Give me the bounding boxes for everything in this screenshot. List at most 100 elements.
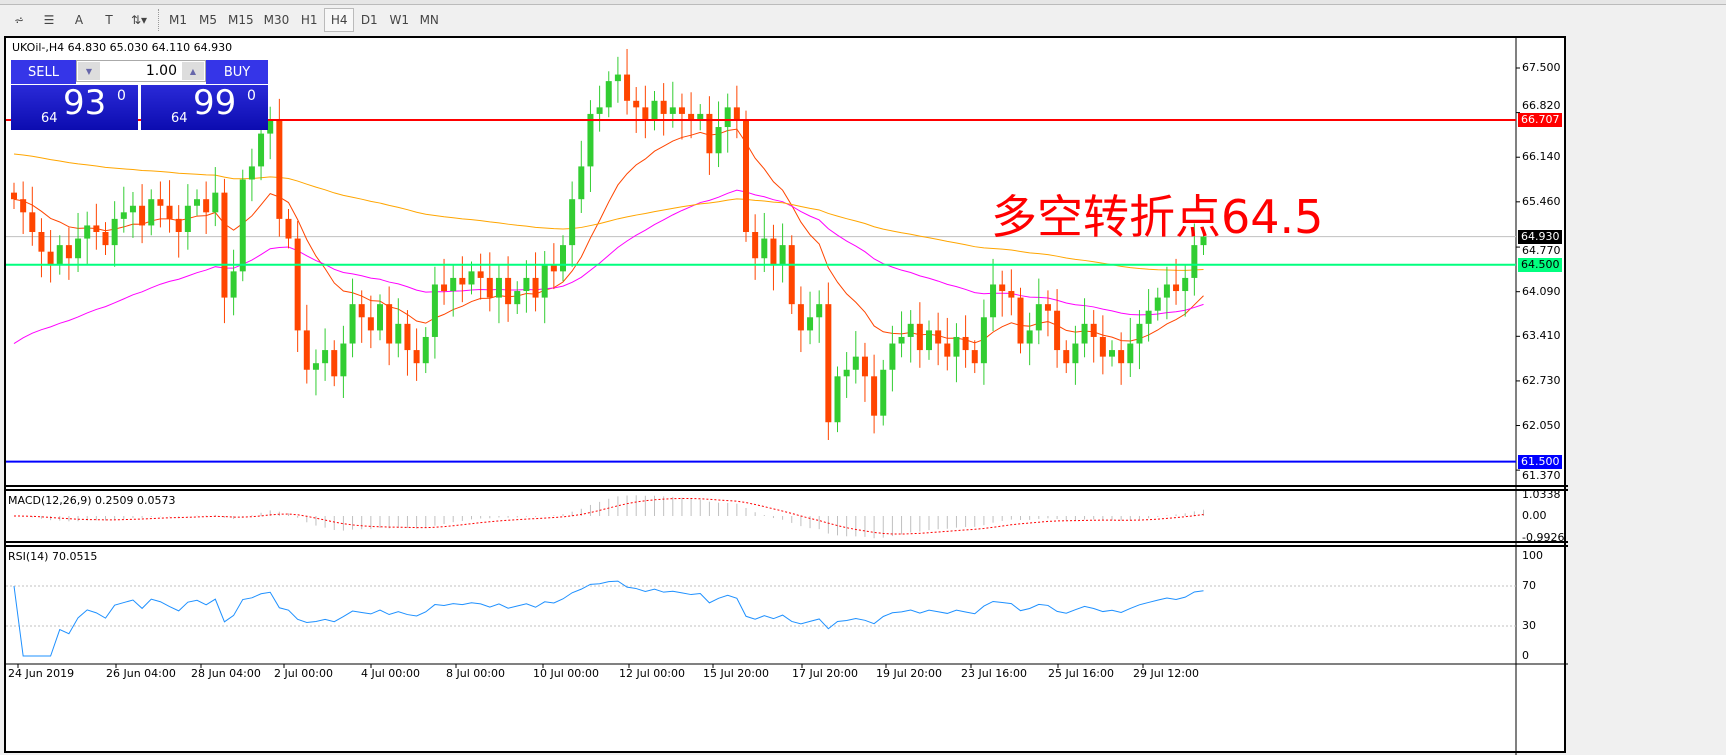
candle-body — [990, 284, 997, 318]
candle-body — [1008, 291, 1015, 298]
candle-body — [358, 304, 365, 318]
sell-button[interactable]: SELL — [11, 60, 76, 84]
candle-body — [880, 369, 887, 416]
separator — [158, 9, 159, 31]
candle-body — [47, 251, 54, 265]
level-price-tag: 66.707 — [1518, 113, 1562, 128]
time-tick-label: 24 Jun 2019 — [8, 667, 75, 680]
candle-body — [980, 317, 987, 364]
candle-body — [871, 376, 878, 416]
arrows-dropdown-icon[interactable]: ⇅▾ — [130, 13, 148, 27]
timeframe-m1[interactable]: M1 — [169, 13, 187, 27]
text-label-icon[interactable]: T — [105, 13, 113, 27]
candle-body — [1090, 323, 1097, 337]
candle-body — [660, 100, 667, 114]
candle-body — [1118, 350, 1125, 364]
candle-body — [377, 304, 383, 331]
fibonacci-lines-icon[interactable]: ☰ — [43, 13, 55, 27]
macd-signal-line — [13, 497, 1204, 535]
candle-body — [797, 304, 804, 331]
text-icon[interactable]: A — [74, 13, 84, 27]
price-tick-label: 64.090 — [1522, 284, 1561, 298]
candle-body — [139, 205, 146, 226]
macd-tick-label: 1.0338 — [1522, 487, 1561, 501]
time-tick-label: 10 Jul 00:00 — [533, 667, 599, 680]
candle-body — [441, 284, 448, 292]
level-price-tag: 64.500 — [1518, 257, 1562, 272]
lot-decrease-icon[interactable]: ▼ — [78, 62, 100, 80]
candle-body — [550, 264, 557, 272]
time-tick-label: 2 Jul 00:00 — [274, 667, 333, 680]
candle-body — [148, 199, 155, 226]
candle-body — [331, 350, 338, 377]
buy-price-fraction: 0 — [247, 88, 256, 104]
candle-body — [807, 317, 814, 331]
candle-body — [1191, 245, 1198, 278]
candle-body — [322, 350, 329, 364]
candle-body — [724, 107, 731, 128]
timeframe-h4[interactable]: H4 — [324, 8, 355, 32]
candle-body — [733, 107, 740, 121]
candle-body — [129, 205, 136, 213]
timeframe-mn[interactable]: MN — [419, 13, 439, 27]
candle-body — [944, 343, 951, 357]
price-tick-label: 66.820 — [1522, 99, 1561, 113]
buy-button[interactable]: BUY — [206, 60, 268, 84]
time-tick-label: 17 Jul 20:00 — [792, 667, 858, 680]
candle-body — [953, 336, 960, 357]
lot-value[interactable]: 1.00 — [145, 63, 177, 79]
macd-tick-label: 0.00 — [1522, 509, 1547, 522]
candle-body — [1044, 304, 1051, 311]
toolbar: ⩫ ☰ A T ⇅▾ M1 M5 M15 M30 H1 H4 D1 W1 MN — [0, 6, 1726, 34]
time-tick-label: 25 Jul 16:00 — [1048, 667, 1114, 680]
timeframe-d1[interactable]: D1 — [360, 13, 378, 27]
chart-header: UKOil-,H4 64.830 65.030 64.110 64.930 — [12, 41, 233, 54]
lot-input[interactable]: ▼ 1.00 ▲ — [76, 60, 206, 82]
macd-label: MACD(12,26,9) 0.2509 0.0573 — [8, 494, 176, 507]
chart-window[interactable]: UKOil-,H4 64.830 65.030 64.110 64.930 SE… — [4, 36, 1568, 755]
candle-body — [1054, 310, 1061, 351]
timeframe-m15[interactable]: M15 — [228, 13, 254, 27]
candle-body — [29, 212, 36, 232]
buy-price[interactable]: 64 99 0 — [141, 83, 268, 130]
candle-body — [459, 277, 466, 285]
candle-body — [1109, 350, 1115, 357]
candle-body — [111, 218, 118, 246]
candle-body — [843, 369, 850, 377]
candle-body — [861, 356, 868, 377]
price-tick-label: 62.050 — [1522, 418, 1561, 432]
price-tick-label: 65.460 — [1522, 194, 1561, 208]
candle-body — [1145, 310, 1152, 324]
time-tick-label: 8 Jul 00:00 — [446, 667, 505, 680]
candle-body — [505, 277, 512, 305]
sell-price[interactable]: 64 93 0 — [11, 83, 138, 130]
candle-body — [999, 284, 1006, 292]
chart-canvas[interactable] — [6, 38, 1568, 755]
candle-body — [669, 107, 676, 114]
candle-body — [578, 166, 585, 200]
candle-body — [93, 225, 100, 232]
candle-body — [706, 113, 713, 154]
one-click-trading-panel: SELL ▼ 1.00 ▲ BUY 64 93 0 64 99 0 — [11, 60, 268, 130]
candle-body — [477, 271, 484, 278]
candle-body — [926, 330, 932, 351]
candle-body — [230, 271, 237, 298]
candle-body — [267, 120, 274, 134]
candle-body — [697, 113, 704, 121]
candle-body — [1026, 330, 1033, 344]
timeframe-m5[interactable]: M5 — [199, 13, 217, 27]
candle-body — [514, 291, 521, 305]
rsi-tick-label: 0 — [1522, 649, 1529, 662]
timeframe-w1[interactable]: W1 — [389, 13, 410, 27]
time-tick-label: 23 Jul 16:00 — [961, 667, 1027, 680]
candle-body — [907, 323, 914, 337]
candle-body — [194, 199, 200, 206]
lot-increase-icon[interactable]: ▲ — [182, 62, 204, 80]
candle-body — [367, 317, 374, 331]
top-strip — [0, 0, 1726, 5]
rsi-line — [13, 580, 1204, 657]
timeframe-h1[interactable]: H1 — [300, 13, 318, 27]
fibonacci-expansion-icon[interactable]: ⩫ — [13, 13, 25, 27]
candle-body — [678, 107, 685, 114]
timeframe-m30[interactable]: M30 — [263, 13, 290, 27]
